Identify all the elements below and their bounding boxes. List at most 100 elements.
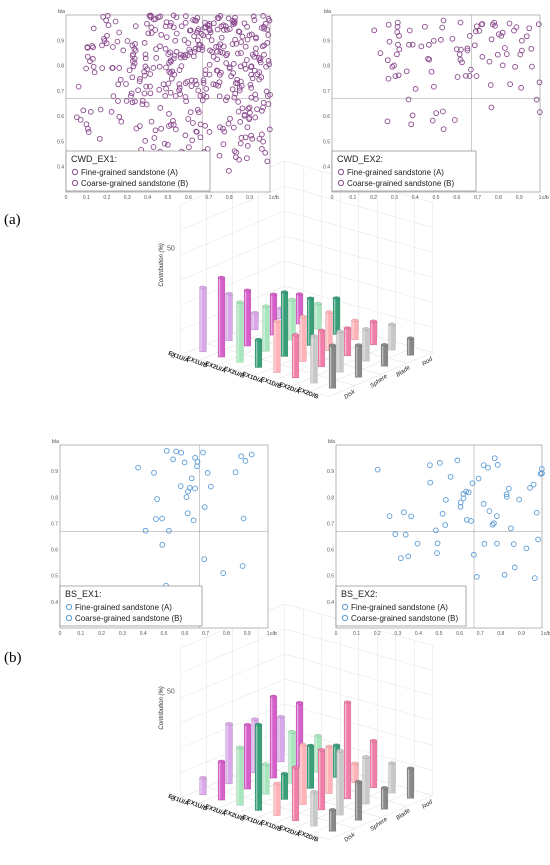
data-point [241, 61, 248, 68]
legend-entry: Fine-grained sandstone (A) [81, 168, 178, 177]
data-point [414, 540, 421, 547]
bar-highlight [408, 339, 410, 355]
data-point [429, 117, 436, 124]
data-point [247, 81, 254, 88]
bar-highlight [237, 748, 239, 805]
data-point [457, 499, 464, 506]
bar-EX1U-B-sphere [243, 722, 252, 790]
x-axis-label: c/b [270, 631, 277, 637]
data-point [200, 32, 206, 39]
data-point [157, 13, 164, 20]
data-point [153, 516, 159, 522]
x-tick-label: 0.6 [453, 195, 460, 201]
x-tick-label: 0.5 [436, 631, 443, 637]
bar-EX2D-A-sphere [336, 329, 344, 373]
data-point [193, 81, 200, 88]
legend-entry: Coarse-grained sandstone (B) [81, 179, 189, 188]
bar-EX2D-B-rod [406, 336, 415, 356]
x-tick-label: 0.3 [391, 195, 398, 201]
data-point [246, 115, 253, 121]
data-point [120, 47, 127, 54]
bar-highlight [337, 332, 339, 372]
data-point [256, 135, 263, 142]
data-point [257, 55, 264, 62]
bar-top [314, 734, 322, 738]
data-point [235, 108, 242, 115]
data-point [158, 125, 164, 132]
data-point [471, 551, 477, 558]
data-point [139, 98, 146, 104]
data-point [226, 26, 233, 32]
legend-title: CWD_EX2: [337, 154, 383, 164]
data-point [481, 541, 488, 547]
data-point [166, 123, 172, 129]
data-point [229, 86, 236, 93]
bar-highlight [408, 769, 410, 798]
data-point [428, 68, 435, 75]
bar-highlight [334, 746, 336, 777]
bar-highlight [226, 724, 228, 783]
bar-EX2U-B-blade [306, 743, 315, 789]
data-point [265, 32, 272, 38]
data-point [192, 78, 199, 84]
bar-highlight [219, 278, 221, 357]
data-point [412, 86, 419, 92]
bar-top [343, 700, 352, 705]
y-tick-label: 0.8 [327, 495, 334, 501]
data-point [104, 32, 110, 39]
data-point [90, 25, 97, 32]
data-point [97, 106, 104, 113]
bar-EX2D-A-blade [362, 327, 370, 362]
bar-EX2U-A-sphere [262, 304, 270, 352]
data-point [176, 84, 183, 91]
bar-EX1D-B-blade [343, 700, 352, 800]
data-point [440, 17, 447, 24]
data-point [239, 105, 246, 112]
data-point [115, 98, 121, 104]
data-point [123, 81, 129, 87]
bar-top [225, 722, 233, 726]
data-point [87, 108, 94, 115]
bar-EX1U-A-disk [199, 285, 207, 353]
data-point [215, 43, 222, 50]
data-point [436, 460, 443, 466]
bar-EX2D-B-sphere [354, 343, 363, 378]
data-point [170, 12, 177, 19]
bar-EX2U-B-rod [332, 296, 341, 335]
data-point [530, 481, 537, 488]
data-point [242, 458, 249, 464]
bar-EX2D-B-blade [380, 786, 389, 810]
bar-top [254, 722, 263, 727]
bar-top [251, 717, 259, 722]
data-point [425, 55, 431, 62]
data-point [409, 112, 416, 119]
data-point [173, 448, 179, 455]
y-tick-label: 0.9 [51, 469, 58, 475]
data-point [427, 462, 433, 468]
data-point [395, 72, 402, 79]
data-point [147, 90, 154, 97]
data-point [148, 30, 155, 36]
x-tick-label: 0 [65, 195, 68, 201]
data-point [386, 513, 393, 519]
data-point [193, 17, 199, 24]
data-point [192, 454, 198, 461]
data-point [253, 45, 259, 52]
data-point [527, 485, 533, 491]
data-point [253, 96, 259, 102]
data-point [167, 57, 174, 64]
x-tick-label: 0.5 [161, 631, 168, 637]
bar-highlight [382, 345, 384, 366]
data-point [498, 33, 505, 39]
bar-EX1U-B-blade [269, 694, 278, 779]
data-point [469, 480, 476, 487]
data-point [99, 42, 105, 49]
data-point [118, 118, 125, 125]
data-point [264, 26, 271, 33]
bar-top [354, 779, 363, 784]
bar-EX1U-A-blade [251, 310, 259, 331]
data-point [223, 52, 230, 59]
shape-label: Sphere [369, 816, 389, 832]
data-point [156, 63, 163, 70]
data-point [132, 41, 138, 47]
